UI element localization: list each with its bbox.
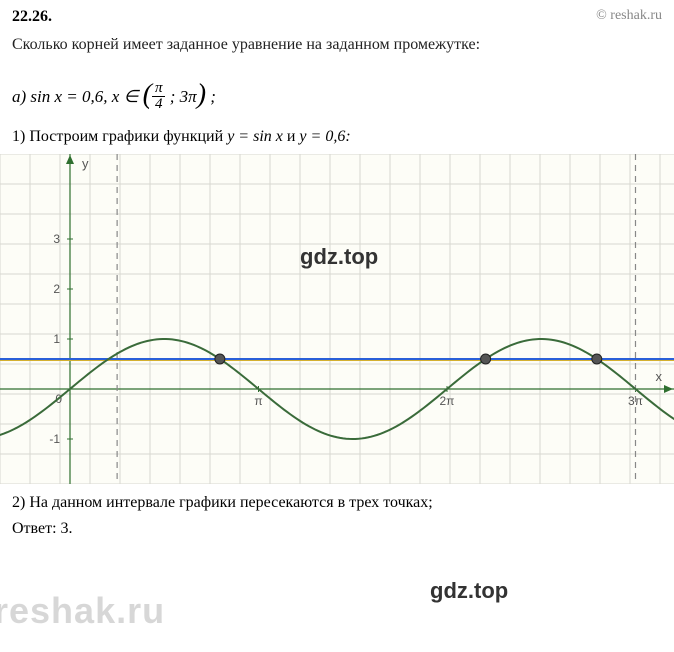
svg-text:2: 2 bbox=[53, 282, 60, 296]
part-a-var: x bbox=[55, 87, 63, 106]
svg-text:x: x bbox=[656, 369, 663, 384]
part-a-prefix: а) sin bbox=[12, 87, 55, 106]
svg-text:y: y bbox=[82, 156, 89, 171]
semicolon: ; bbox=[165, 87, 179, 106]
step-2: 2) На данном интервале графики пересекаю… bbox=[0, 484, 674, 516]
answer: Ответ: 3. bbox=[0, 516, 674, 542]
question-text: Сколько корней имеет заданное уравнение … bbox=[0, 30, 674, 72]
step1-text: Построим графики функций bbox=[29, 128, 227, 145]
svg-text:2π: 2π bbox=[440, 394, 455, 408]
answer-value: 3. bbox=[61, 520, 73, 537]
fraction: π4 bbox=[152, 81, 166, 112]
upper-bound: 3π bbox=[180, 87, 197, 106]
step1-and: и bbox=[283, 128, 300, 145]
answer-label: Ответ: bbox=[12, 520, 61, 537]
part-a-xin: x ∈ bbox=[112, 87, 143, 106]
step-1: 1) Построим графики функций y = sin x и … bbox=[0, 120, 674, 154]
paren-open: ( bbox=[143, 79, 152, 110]
chart: -2-1123π2π3π0yx gdz.top bbox=[0, 154, 674, 484]
step1-f1: y = sin x bbox=[227, 128, 283, 145]
chart-svg: -2-1123π2π3π0yx bbox=[0, 154, 674, 484]
paren-close: ) bbox=[197, 79, 206, 110]
svg-text:3: 3 bbox=[53, 232, 60, 246]
part-a: а) sin x = 0,6, x ∈ (π4 ; 3π) ; bbox=[0, 72, 674, 120]
svg-text:1: 1 bbox=[53, 332, 60, 346]
problem-number: 22.26. bbox=[12, 8, 52, 26]
svg-text:π: π bbox=[254, 394, 262, 408]
watermark-reshak: reshak.ru bbox=[0, 590, 165, 632]
copyright: © reshak.ru bbox=[596, 8, 662, 26]
frac-den: 4 bbox=[152, 97, 166, 112]
frac-num: π bbox=[152, 81, 166, 97]
step2-text: На данном интервале графики пересекаются… bbox=[29, 494, 432, 511]
svg-text:-1: -1 bbox=[49, 432, 60, 446]
part-a-close: ; bbox=[206, 87, 216, 106]
step1-n: 1) bbox=[12, 128, 29, 145]
part-a-eq: = 0,6, bbox=[62, 87, 112, 106]
svg-text:-2: -2 bbox=[49, 482, 60, 484]
step1-f2: y = 0,6: bbox=[299, 128, 350, 145]
watermark-gdz-2: gdz.top bbox=[430, 578, 508, 604]
step2-n: 2) bbox=[12, 494, 29, 511]
